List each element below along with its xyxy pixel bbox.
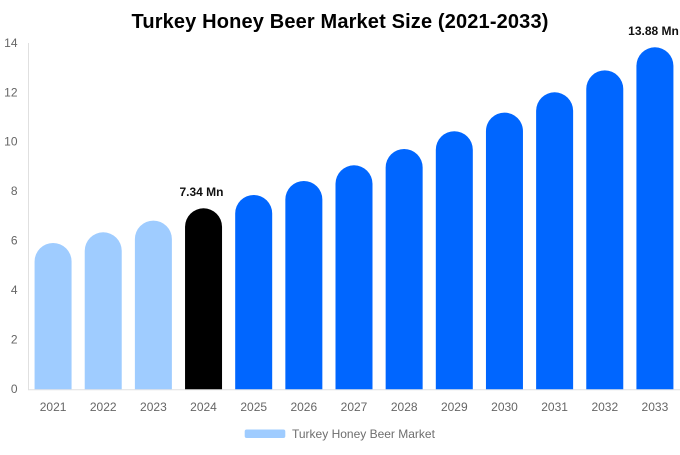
svg-text:2024: 2024 xyxy=(190,400,217,414)
svg-text:7.34 Mn: 7.34 Mn xyxy=(179,185,223,199)
svg-text:2029: 2029 xyxy=(441,400,468,414)
svg-text:2030: 2030 xyxy=(491,400,518,414)
svg-text:2032: 2032 xyxy=(591,400,618,414)
svg-text:10: 10 xyxy=(4,135,18,149)
svg-text:2: 2 xyxy=(11,332,18,346)
svg-text:2026: 2026 xyxy=(290,400,317,414)
svg-text:13.88 Mn: 13.88 Mn xyxy=(628,24,679,38)
svg-text:12: 12 xyxy=(4,85,18,99)
svg-text:2022: 2022 xyxy=(90,400,117,414)
svg-text:2031: 2031 xyxy=(541,400,568,414)
svg-text:2027: 2027 xyxy=(341,400,368,414)
svg-text:Turkey Honey Beer Market Size: Turkey Honey Beer Market Size (2021-2033… xyxy=(131,11,548,33)
svg-text:2028: 2028 xyxy=(391,400,418,414)
svg-text:8: 8 xyxy=(11,184,18,198)
svg-text:2021: 2021 xyxy=(40,400,67,414)
svg-text:Turkey Honey Beer Market: Turkey Honey Beer Market xyxy=(292,427,436,441)
svg-text:4: 4 xyxy=(11,283,18,297)
svg-text:6: 6 xyxy=(11,234,18,248)
svg-text:2033: 2033 xyxy=(642,400,669,414)
svg-text:2023: 2023 xyxy=(140,400,167,414)
svg-text:2025: 2025 xyxy=(240,400,267,414)
svg-text:0: 0 xyxy=(11,382,18,396)
svg-text:14: 14 xyxy=(4,36,18,50)
